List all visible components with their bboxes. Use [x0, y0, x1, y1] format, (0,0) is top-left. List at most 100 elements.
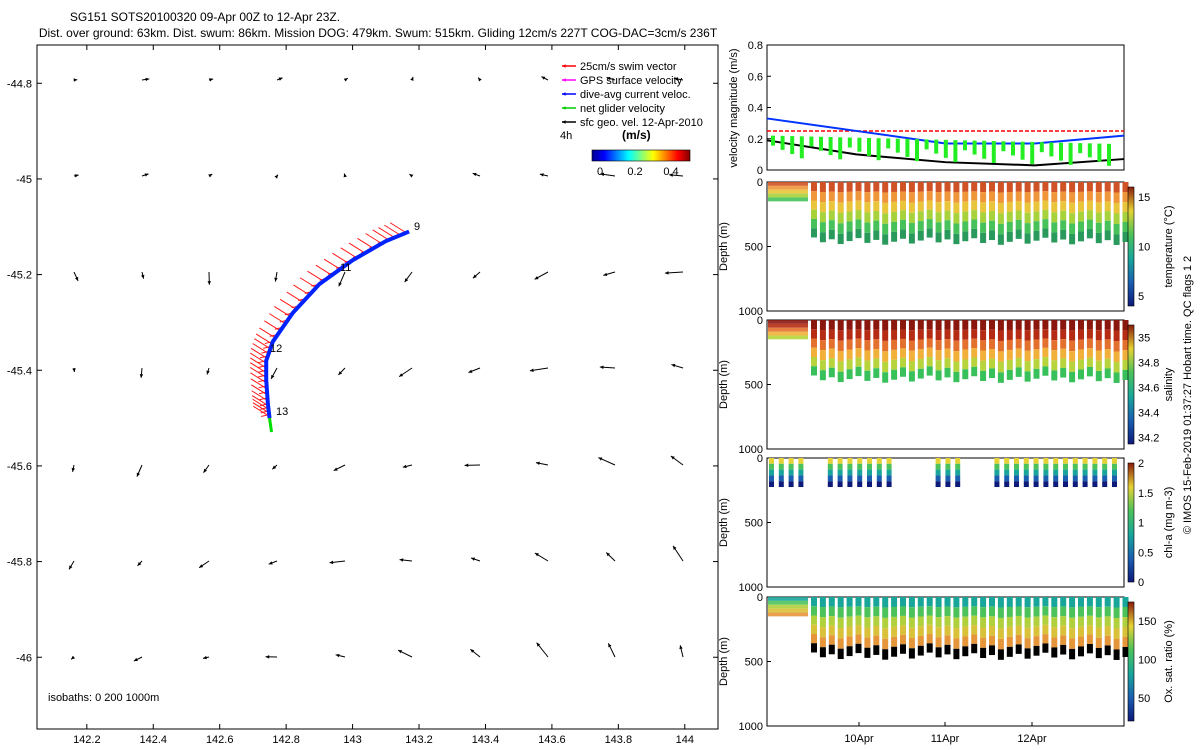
- chl-profile-segment: [867, 469, 872, 476]
- chl-profile-segment: [1102, 463, 1108, 470]
- profile-segment: [971, 320, 978, 330]
- chl-profile-segment: [886, 463, 892, 470]
- profile-segment: [971, 357, 978, 367]
- profile-segment: [1086, 182, 1093, 192]
- profile-segment: [917, 320, 924, 330]
- profile-segment: [953, 351, 960, 362]
- profile-block: [768, 608, 808, 613]
- colorbar-tick-label: 100: [1138, 655, 1156, 667]
- legend-swatch-head: [562, 92, 566, 96]
- x-tick-label: 11Apr: [931, 733, 960, 745]
- profile-segment: [1042, 347, 1049, 358]
- profile-segment: [935, 627, 942, 638]
- profile-segment: [1069, 617, 1076, 629]
- profile-segment: [1113, 361, 1120, 373]
- profile-segment: [1042, 209, 1049, 220]
- profile-segment: [908, 627, 915, 639]
- geostrophic-vector-head: [145, 77, 150, 82]
- profile-segment: [953, 213, 960, 224]
- profile-segment: [864, 232, 871, 243]
- chl-profile-segment: [994, 458, 1000, 464]
- profile-block: [768, 604, 808, 609]
- geostrophic-vector-head: [399, 558, 404, 562]
- profile-segment: [1024, 182, 1031, 193]
- profile-segment: [989, 635, 995, 646]
- profile-segment: [944, 201, 951, 211]
- chl-profile-segment: [837, 463, 843, 470]
- profile-segment: [882, 223, 889, 235]
- geostrophic-vector-head: [470, 649, 475, 653]
- swim-vector: [252, 398, 269, 410]
- profile-segment: [1006, 320, 1013, 330]
- profile-segment: [935, 607, 942, 618]
- profile-segment: [1104, 606, 1111, 617]
- profile-segment: [864, 597, 871, 608]
- profile-segment: [1006, 626, 1013, 637]
- profile-segment: [980, 370, 987, 382]
- profile-segment: [1104, 201, 1111, 212]
- profile-segment: [846, 636, 853, 647]
- profile-segment: [837, 638, 844, 649]
- profile-segment: [997, 372, 1004, 383]
- profile-segment: [864, 202, 871, 213]
- profile-segment: [989, 606, 995, 617]
- profile-segment: [1104, 368, 1111, 379]
- profile-segment: [1078, 606, 1084, 617]
- chl-profile-segment: [1072, 481, 1078, 488]
- swim-vector: [264, 320, 281, 332]
- swim-vector: [250, 347, 268, 359]
- swim-vector: [389, 222, 407, 234]
- profile-segment: [989, 645, 995, 656]
- profile-segment: [1033, 211, 1040, 222]
- profile-segment: [1024, 202, 1031, 213]
- profile-segment: [1069, 371, 1076, 383]
- profile-segment: [962, 221, 969, 232]
- geostrophic-vector-head: [338, 282, 342, 287]
- x-tick-label: 142.2: [73, 734, 101, 746]
- geostrophic-vector-head: [402, 464, 407, 469]
- chl-profile-segment: [1014, 463, 1019, 470]
- profile-segment: [1122, 606, 1129, 617]
- geostrophic-vector-head: [272, 465, 277, 470]
- chl-profile-segment: [857, 458, 863, 464]
- profile-segment: [837, 371, 844, 383]
- swim-vector: [384, 224, 401, 236]
- y-tick-label: 0.4: [748, 103, 763, 115]
- profile-segment: [891, 646, 898, 657]
- profile-segment: [819, 182, 826, 193]
- profile-segment: [1015, 191, 1022, 201]
- profile-segment: [953, 340, 960, 352]
- chl-profile-segment: [1023, 475, 1029, 482]
- geostrophic-vector-head: [535, 461, 540, 465]
- y-tick-label: 0: [757, 177, 763, 189]
- x-tick-label: 143.2: [405, 734, 433, 746]
- chl-profile-segment: [876, 458, 882, 464]
- chl-profile-segment: [935, 458, 941, 464]
- profile-segment: [908, 212, 915, 224]
- profile-segment: [1113, 223, 1120, 235]
- chl-profile-segment: [876, 475, 882, 482]
- chl-profile-segment: [1023, 463, 1029, 470]
- profile-segment: [1060, 644, 1067, 655]
- profile-segment: [1051, 607, 1058, 618]
- profile-segment: [935, 360, 942, 371]
- profile-segment: [1015, 320, 1022, 330]
- profile-segment: [837, 648, 844, 660]
- chl-profile-segment: [1004, 463, 1010, 470]
- colorbar-label: salinity: [1163, 367, 1175, 401]
- profile-segment: [1042, 615, 1049, 625]
- profile-segment: [837, 617, 844, 629]
- chl-profile-segment: [945, 463, 951, 470]
- section-colorbar: [1127, 186, 1135, 307]
- chl-profile-segment: [867, 463, 872, 470]
- profile-segment: [1024, 192, 1031, 203]
- profile-segment: [1024, 223, 1031, 234]
- geostrophic-vector-head: [539, 173, 544, 177]
- section-ylabel: Depth (m): [718, 222, 730, 271]
- profile-segment: [1051, 202, 1058, 213]
- profile-segment: [935, 340, 942, 351]
- chl-profile-segment: [1014, 481, 1019, 488]
- chl-profile-segment: [1043, 475, 1049, 482]
- profile-segment: [828, 348, 835, 359]
- profile-segment: [1095, 340, 1102, 351]
